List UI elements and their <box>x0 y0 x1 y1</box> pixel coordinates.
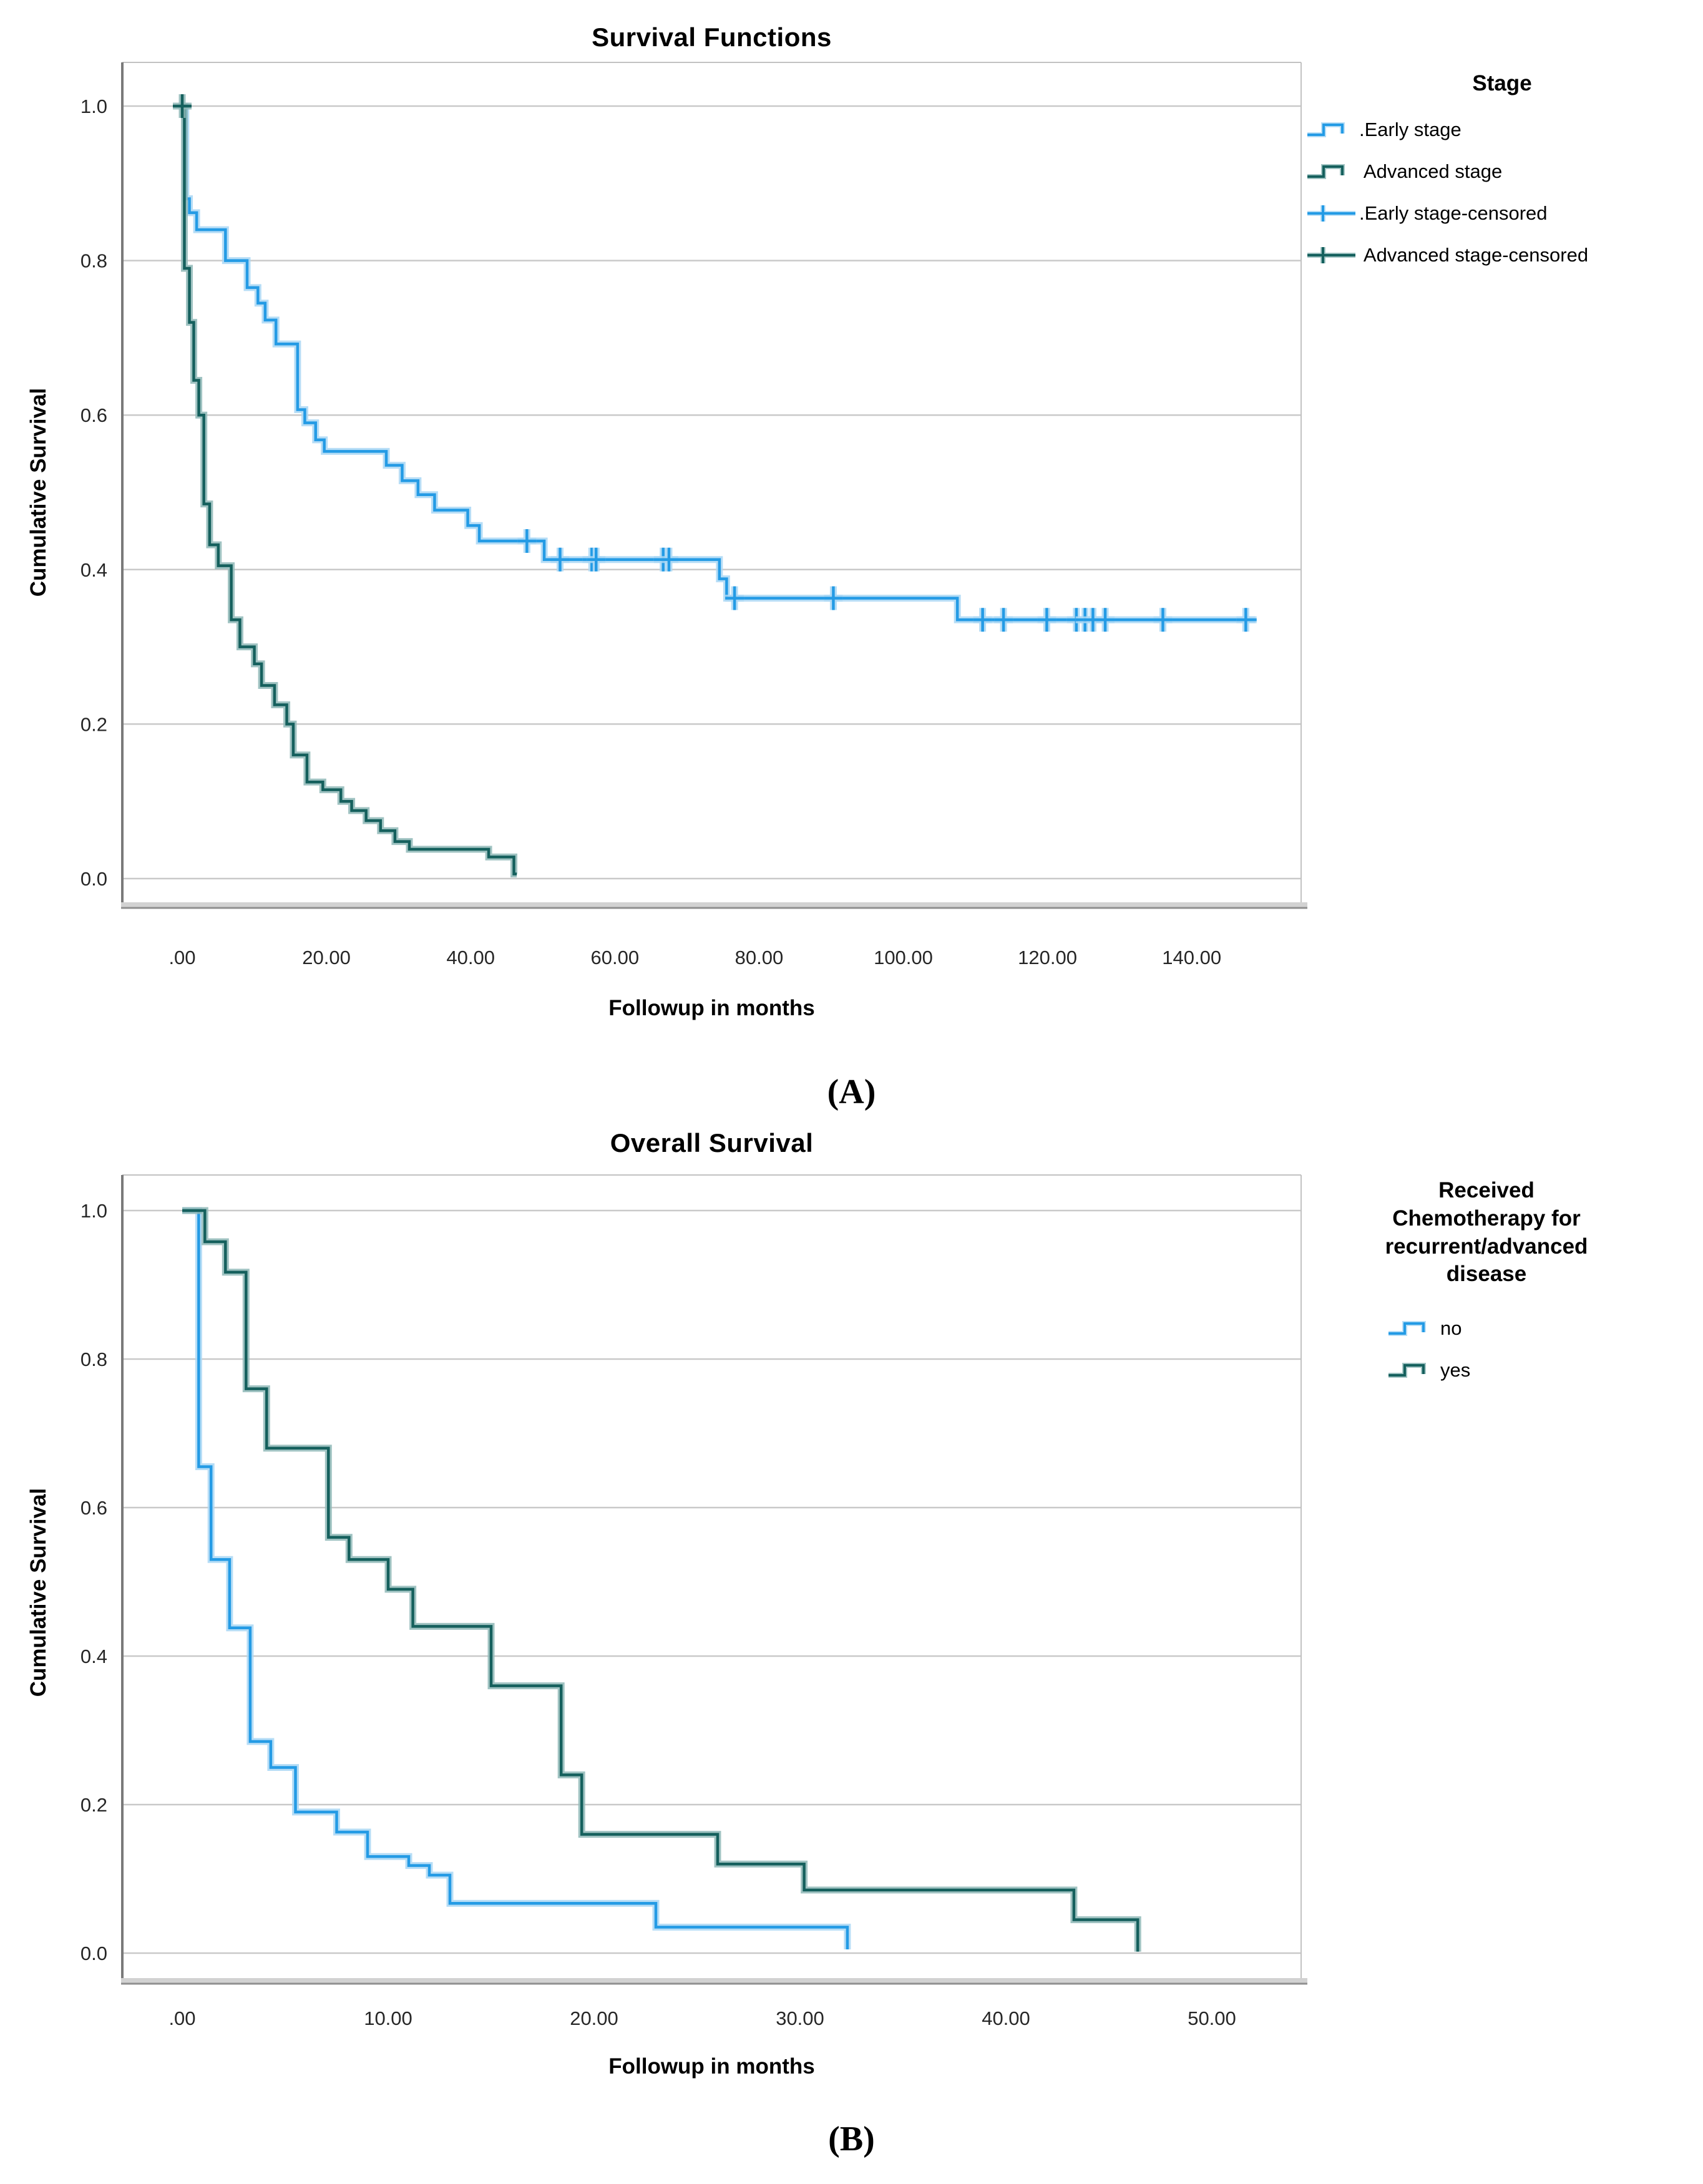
legend-item-label: .Early stage <box>1359 119 1461 141</box>
chart-a-legend: Stage .Early stage Advanced stage .Early… <box>1305 70 1699 276</box>
legend-item-yes: yes <box>1387 1349 1686 1391</box>
svg-text:50.00: 50.00 <box>1188 2007 1236 2029</box>
svg-text:0.4: 0.4 <box>81 559 107 581</box>
caption-b: (B) <box>828 2120 875 2158</box>
svg-text:0.2: 0.2 <box>81 713 107 735</box>
svg-text:20.00: 20.00 <box>302 947 351 968</box>
legend-item-advanced-stage-censored: Advanced stage-censored <box>1305 235 1699 276</box>
legend-item-label: yes <box>1440 1358 1471 1381</box>
svg-text:.00: .00 <box>168 947 195 968</box>
svg-text:140.00: 140.00 <box>1162 947 1221 968</box>
chart-b-ylabel: Cumulative Survival <box>26 1488 51 1697</box>
svg-text:40.00: 40.00 <box>982 2007 1030 2029</box>
chart-b-legend-title: Received Chemotherapy for recurrent/adva… <box>1385 1178 1588 1287</box>
svg-text:0.6: 0.6 <box>81 404 107 426</box>
chart-a-legend-title: Stage <box>1472 71 1532 95</box>
step-line-icon <box>1387 1319 1440 1338</box>
legend-item-advanced-stage: Advanced stage <box>1305 151 1699 193</box>
svg-text:0.0: 0.0 <box>81 1943 107 1964</box>
legend-item-early-stage: .Early stage <box>1305 109 1699 151</box>
legend-item-label: Advanced stage <box>1359 160 1503 183</box>
legend-item-label: Advanced stage-censored <box>1359 244 1589 266</box>
svg-text:80.00: 80.00 <box>735 947 784 968</box>
caption-a: (A) <box>827 1073 876 1111</box>
chart-a-title: Survival Functions <box>592 22 832 52</box>
svg-text:1.0: 1.0 <box>81 1200 107 1222</box>
svg-text:0.4: 0.4 <box>81 1645 107 1667</box>
censor-plus-icon <box>1305 246 1359 265</box>
svg-text:60.00: 60.00 <box>591 947 640 968</box>
legend-item-no: no <box>1387 1307 1686 1349</box>
step-line-icon <box>1387 1361 1440 1380</box>
censor-plus-icon <box>1305 204 1359 223</box>
svg-text:30.00: 30.00 <box>776 2007 824 2029</box>
chart-b-legend: Received Chemotherapy for recurrent/adva… <box>1287 1177 1686 1391</box>
svg-text:20.00: 20.00 <box>570 2007 618 2029</box>
svg-text:0.6: 0.6 <box>81 1497 107 1519</box>
svg-text:.00: .00 <box>168 2007 195 2029</box>
svg-text:0.8: 0.8 <box>81 1348 107 1370</box>
legend-item-label: no <box>1440 1317 1462 1339</box>
svg-text:120.00: 120.00 <box>1018 947 1077 968</box>
chart-a-xlabel: Followup in months <box>608 996 815 1020</box>
chart-b-xlabel: Followup in months <box>608 2054 815 2079</box>
legend-item-early-stage-censored: .Early stage-censored <box>1305 193 1699 235</box>
step-line-icon <box>1305 120 1359 139</box>
svg-text:40.00: 40.00 <box>446 947 495 968</box>
svg-text:0.2: 0.2 <box>81 1794 107 1816</box>
svg-text:1.0: 1.0 <box>81 95 107 117</box>
svg-text:10.00: 10.00 <box>364 2007 412 2029</box>
svg-text:0.0: 0.0 <box>81 868 107 890</box>
step-line-icon <box>1305 162 1359 181</box>
chart-a-ylabel: Cumulative Survival <box>26 388 51 597</box>
svg-text:0.8: 0.8 <box>81 250 107 272</box>
legend-item-label: .Early stage-censored <box>1359 202 1548 225</box>
chart-b-title: Overall Survival <box>610 1128 814 1158</box>
svg-text:100.00: 100.00 <box>874 947 933 968</box>
